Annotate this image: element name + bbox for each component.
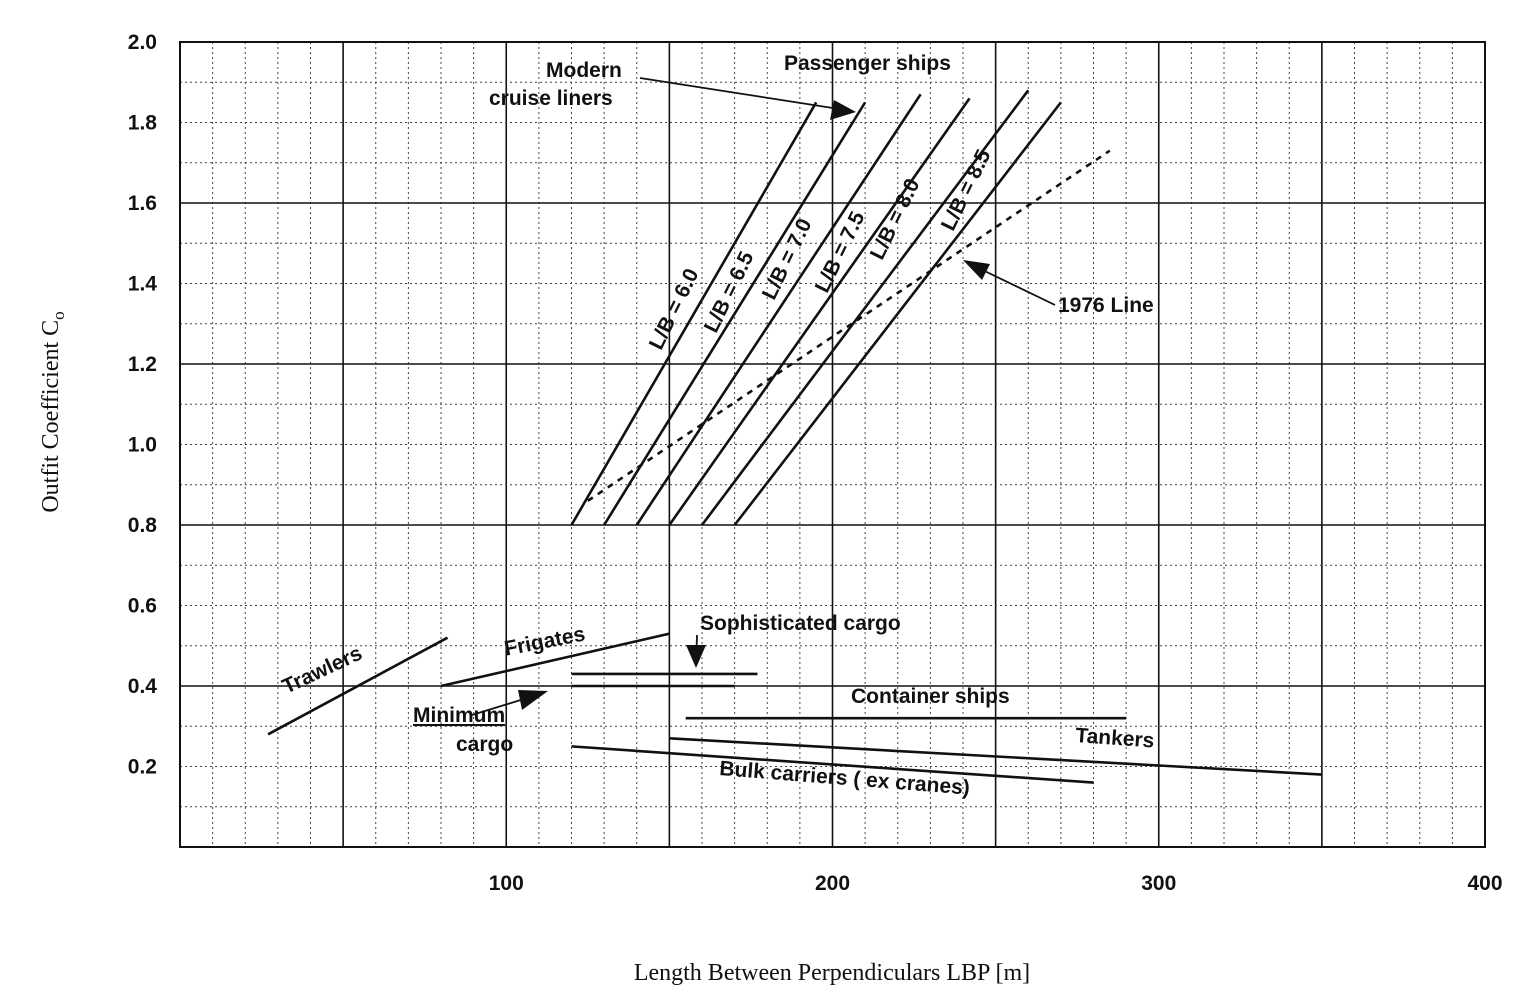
series-line-bulk-carriers-ex-cranes (571, 745, 1094, 784)
y-axis-label-subscript: o (49, 311, 68, 320)
arrowhead-minimum-cargo (518, 690, 548, 710)
series-group (267, 89, 1322, 784)
y-axis-label: Outfit Coefficient Co (38, 311, 68, 512)
y-tick-label: 0.2 (128, 756, 157, 779)
series-line-l-b-7-0 (635, 93, 922, 526)
label-1976-line: 1976 Line (1058, 294, 1154, 317)
y-tick-label: 0.6 (128, 595, 157, 618)
y-tick-label: 1.8 (128, 112, 158, 135)
annotations: Passenger ships Modern cruise liners L/B… (279, 52, 1155, 800)
series-line-l-b-8-5 (733, 101, 1062, 526)
label-bulk-carriers: Bulk carriers ( ex cranes) (719, 757, 971, 800)
y-axis-title: Outfit Coefficient Co (38, 311, 68, 512)
y-tick-label: 0.4 (128, 675, 158, 698)
y-tick-label: 1.4 (128, 273, 158, 296)
label-tankers: Tankers (1075, 724, 1155, 752)
y-tick-label: 1.6 (128, 192, 157, 215)
tick-labels: 100 200 300 400 0.2 0.4 0.6 0.8 1.0 1.2 1.4 1.6 1.8 2… (128, 31, 1503, 895)
y-tick-label: 1.2 (128, 353, 157, 376)
series-line-1976-line (587, 149, 1111, 502)
series-line-l-b-6-5 (603, 101, 867, 526)
y-tick-label: 0.8 (128, 514, 158, 537)
series-line-l-b-8-0 (700, 89, 1030, 526)
arrowhead-1976-line (963, 260, 990, 280)
label-lb-8-0: L/B = 8.0 (866, 175, 925, 263)
series-line-tankers (669, 737, 1322, 776)
series-line-l-b-6-0 (570, 101, 818, 526)
arrowhead-passenger-ships (830, 100, 856, 120)
x-tick-label: 300 (1141, 872, 1176, 895)
label-cargo: cargo (456, 733, 513, 756)
x-tick-label: 200 (815, 872, 850, 895)
y-axis-label-main: Outfit Coefficient C (38, 320, 64, 513)
label-sophisticated-cargo: Sophisticated cargo (700, 612, 901, 635)
annotation-arrows (471, 77, 1056, 716)
label-lb-8-5: L/B = 8.5 (937, 146, 996, 235)
label-cruise-liners: cruise liners (489, 87, 613, 110)
plot-frame (179, 41, 1486, 848)
arrow-passenger-ships (639, 77, 853, 112)
x-tick-label: 400 (1467, 872, 1502, 895)
x-tick-label: 100 (489, 872, 524, 895)
series-line-trawlers (267, 636, 449, 736)
label-passenger-ships: Passenger ships (784, 52, 951, 75)
x-axis-label: Length Between Perpendiculars LBP [m] (634, 960, 1030, 986)
label-lb-6-0: L/B = 6.0 (645, 265, 704, 353)
arrowhead-sophisticated-cargo (686, 645, 706, 668)
label-minimum: Minimum (413, 704, 505, 727)
label-container-ships: Container ships (851, 685, 1010, 708)
series-line-l-b-7-5 (668, 97, 971, 526)
label-modern: Modern (546, 59, 622, 82)
grid (180, 42, 1485, 847)
series-line-frigates (440, 632, 670, 688)
y-tick-label: 1.0 (128, 434, 157, 457)
y-tick-label: 2.0 (128, 31, 157, 54)
